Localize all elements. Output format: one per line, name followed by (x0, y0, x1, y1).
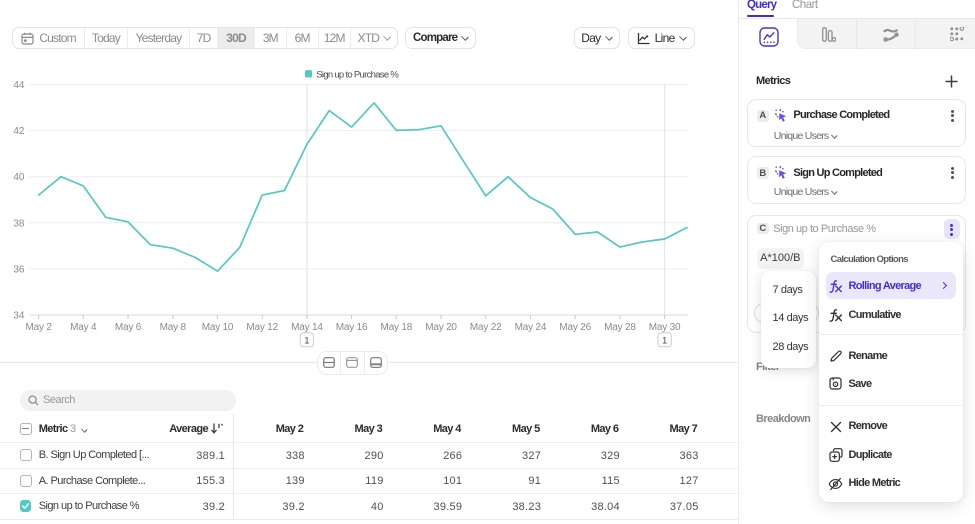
svg-text:Sign up to Purchase %: Sign up to Purchase % (316, 69, 399, 80)
svg-text:May 22: May 22 (470, 322, 502, 333)
svg-text:May 24: May 24 (515, 322, 547, 333)
svg-text:May 14: May 14 (291, 322, 323, 333)
svg-text:1: 1 (662, 335, 667, 346)
svg-text:34: 34 (13, 311, 25, 322)
svg-text:May 18: May 18 (381, 322, 413, 333)
svg-text:May 4: May 4 (70, 322, 97, 333)
svg-text:May 8: May 8 (160, 322, 187, 333)
svg-text:May 6: May 6 (115, 322, 142, 333)
svg-text:May 28: May 28 (604, 322, 636, 333)
svg-text:May 10: May 10 (202, 322, 234, 333)
svg-text:36: 36 (13, 264, 25, 275)
svg-text:May 30: May 30 (649, 322, 681, 333)
svg-text:May 16: May 16 (336, 322, 368, 333)
svg-text:40: 40 (13, 172, 25, 183)
svg-text:May 2: May 2 (25, 322, 52, 333)
svg-text:44: 44 (13, 80, 25, 91)
svg-text:May 12: May 12 (246, 322, 278, 333)
svg-text:42: 42 (13, 126, 25, 137)
svg-text:May 26: May 26 (559, 322, 591, 333)
svg-text:May 20: May 20 (425, 322, 457, 333)
svg-text:38: 38 (13, 218, 25, 229)
svg-text:1: 1 (304, 335, 309, 346)
